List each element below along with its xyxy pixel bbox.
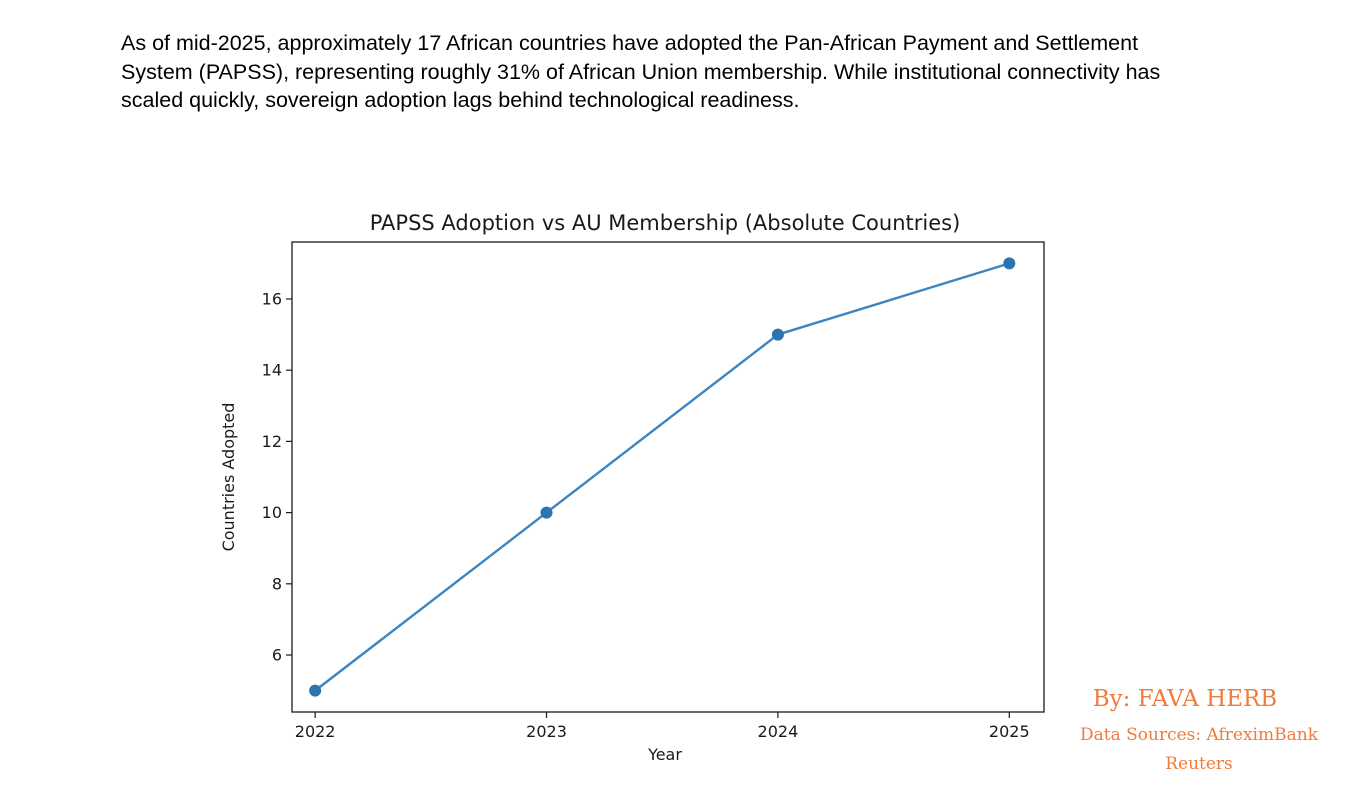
x-tick-label: 2025 (989, 722, 1030, 741)
series-layer (309, 257, 1016, 697)
plot-area-frame (291, 241, 1045, 713)
data-point (1003, 257, 1016, 270)
sources-line-2: Reuters (1165, 754, 1233, 774)
y-axis: 6 8 10 12 14 16 (262, 289, 292, 665)
x-tick-label: 2024 (758, 722, 799, 741)
sources-line-1: Data Sources: AfreximBank (1079, 725, 1318, 745)
chart-title: PAPSS Adoption vs AU Membership (Absolut… (370, 211, 961, 235)
data-point (540, 506, 553, 519)
y-tick-label: 8 (272, 574, 282, 593)
y-tick-label: 12 (262, 432, 282, 451)
x-tick-label: 2022 (295, 722, 336, 741)
x-axis: 2022 2023 2024 2025 (295, 712, 1030, 741)
author-credit: By: FAVA HERB (1092, 686, 1278, 712)
x-tick-label: 2023 (526, 722, 567, 741)
y-tick-label: 6 (272, 646, 282, 665)
sources-credit: Data Sources: AfreximBank Reuters (1060, 721, 1338, 779)
data-point (771, 328, 784, 341)
y-tick-label: 16 (262, 289, 282, 308)
intro-paragraph: As of mid-2025, approximately 17 African… (121, 31, 1161, 112)
x-axis-label: Year (647, 745, 682, 764)
y-tick-label: 10 (262, 503, 282, 522)
y-tick-label: 14 (262, 361, 282, 380)
y-axis-label: Countries Adopted (219, 403, 238, 552)
data-point (309, 684, 322, 697)
series-line (314, 262, 1010, 692)
